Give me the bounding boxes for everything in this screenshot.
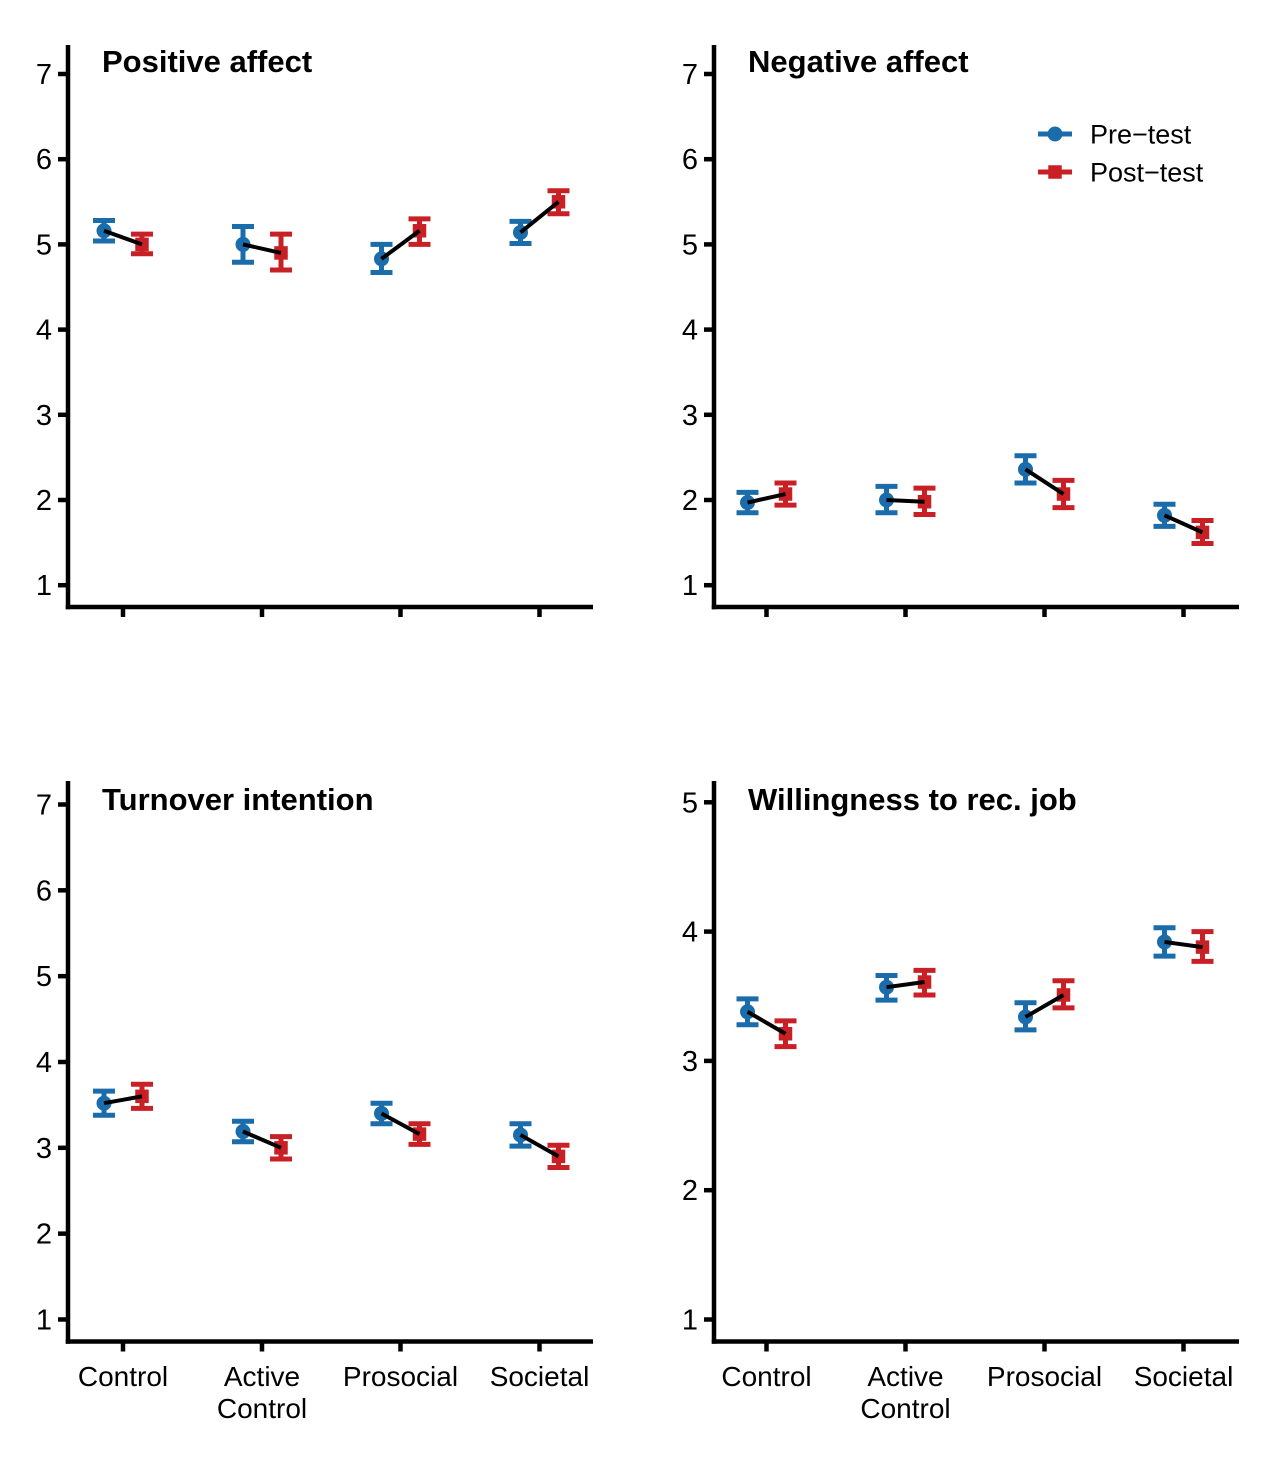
pre-post-connector bbox=[380, 1111, 421, 1136]
legend-pre-test-marker-icon bbox=[1047, 126, 1063, 142]
panel-title: Negative affect bbox=[748, 44, 969, 79]
condition-group-prosocial bbox=[1014, 978, 1075, 1033]
y-tick-label: 1 bbox=[682, 1305, 698, 1337]
pre-post-connector bbox=[380, 229, 421, 261]
panel-positive-affect: 7 6 5 4 3 2 1 Positive affect bbox=[36, 44, 593, 617]
y-tick-label: 2 bbox=[682, 1175, 698, 1207]
pre-post-connector bbox=[103, 1094, 143, 1106]
y-tick-label: 4 bbox=[36, 1047, 52, 1079]
y-tick-label: 7 bbox=[36, 790, 52, 822]
condition-group-prosocial bbox=[1014, 453, 1075, 511]
x-category-label-control: Control bbox=[78, 1361, 168, 1392]
x-category-label-active: Active bbox=[224, 1361, 300, 1392]
x-category-label-societal: Societal bbox=[490, 1361, 590, 1392]
x-category-label-control: Control bbox=[217, 1393, 307, 1424]
pre-post-connector bbox=[1163, 513, 1204, 535]
pre-post-connector bbox=[1024, 993, 1065, 1019]
legend-label: Pre−test bbox=[1090, 120, 1192, 150]
panel-title: Turnover intention bbox=[102, 782, 374, 817]
x-category-label-prosocial: Prosocial bbox=[343, 1361, 458, 1392]
condition-group-control bbox=[736, 480, 797, 516]
y-tick-label: 2 bbox=[36, 1219, 52, 1251]
x-category-label-active: Active bbox=[867, 1361, 943, 1392]
pre-post-connector bbox=[242, 242, 282, 255]
pre-post-connector bbox=[103, 228, 143, 247]
y-tick-label: 2 bbox=[682, 485, 698, 517]
y-tick-label: 6 bbox=[36, 144, 52, 176]
pre-post-connector bbox=[746, 1010, 787, 1036]
pre-post-connector bbox=[747, 492, 786, 505]
y-tick-label: 6 bbox=[682, 144, 698, 176]
pre-post-connector bbox=[886, 980, 925, 990]
y-tick-label: 5 bbox=[682, 787, 698, 819]
condition-group-control bbox=[93, 218, 153, 257]
condition-group-active-control bbox=[875, 483, 936, 517]
x-category-label-control: Control bbox=[860, 1393, 950, 1424]
y-tick-label: 2 bbox=[36, 485, 52, 517]
condition-group-active-control bbox=[875, 967, 936, 1003]
y-tick-label: 5 bbox=[36, 229, 52, 261]
y-tick-label: 3 bbox=[36, 400, 52, 432]
condition-group-societal bbox=[509, 1121, 570, 1171]
y-tick-label: 1 bbox=[36, 570, 52, 602]
y-tick-label: 3 bbox=[36, 1133, 52, 1165]
x-category-label-prosocial: Prosocial bbox=[987, 1361, 1102, 1392]
condition-group-active-control bbox=[232, 224, 292, 273]
panel-title: Positive affect bbox=[102, 44, 312, 79]
pre-post-connector bbox=[519, 1133, 560, 1159]
y-tick-label: 5 bbox=[682, 229, 698, 261]
y-tick-label: 6 bbox=[36, 875, 52, 907]
y-tick-label: 4 bbox=[682, 315, 698, 347]
y-tick-label: 3 bbox=[682, 1046, 698, 1078]
y-tick-label: 7 bbox=[36, 59, 52, 91]
y-tick-label: 4 bbox=[36, 315, 52, 347]
legend-label: Post−test bbox=[1090, 158, 1204, 188]
condition-group-control bbox=[93, 1081, 153, 1118]
y-tick-label: 5 bbox=[36, 961, 52, 993]
condition-group-control bbox=[736, 996, 797, 1050]
panel-negative-affect: 7 6 5 4 3 2 1 Negative affect Pre−test Post−test bbox=[682, 44, 1239, 617]
x-category-label-control: Control bbox=[721, 1361, 811, 1392]
y-tick-label: 3 bbox=[682, 400, 698, 432]
pre-post-connector bbox=[519, 200, 560, 235]
condition-group-active-control bbox=[232, 1118, 292, 1162]
pre-post-connector bbox=[1164, 939, 1203, 950]
condition-group-prosocial bbox=[370, 216, 431, 276]
x-category-label-societal: Societal bbox=[1134, 1361, 1234, 1392]
condition-group-societal bbox=[1153, 925, 1214, 964]
legend: Pre−test Post−test bbox=[1038, 120, 1204, 188]
pre-post-connector bbox=[886, 498, 925, 504]
pre-post-connector bbox=[1024, 467, 1065, 496]
y-tick-label: 1 bbox=[682, 570, 698, 602]
panel-title: Willingness to rec. job bbox=[748, 782, 1077, 817]
condition-group-prosocial bbox=[370, 1100, 431, 1147]
legend-post-test-marker-icon bbox=[1048, 165, 1062, 179]
y-tick-label: 7 bbox=[682, 59, 698, 91]
condition-group-societal bbox=[1153, 501, 1214, 546]
pre-post-connector bbox=[242, 1129, 282, 1150]
y-tick-label: 4 bbox=[682, 917, 698, 949]
condition-group-societal bbox=[509, 188, 570, 247]
y-tick-label: 1 bbox=[36, 1304, 52, 1336]
